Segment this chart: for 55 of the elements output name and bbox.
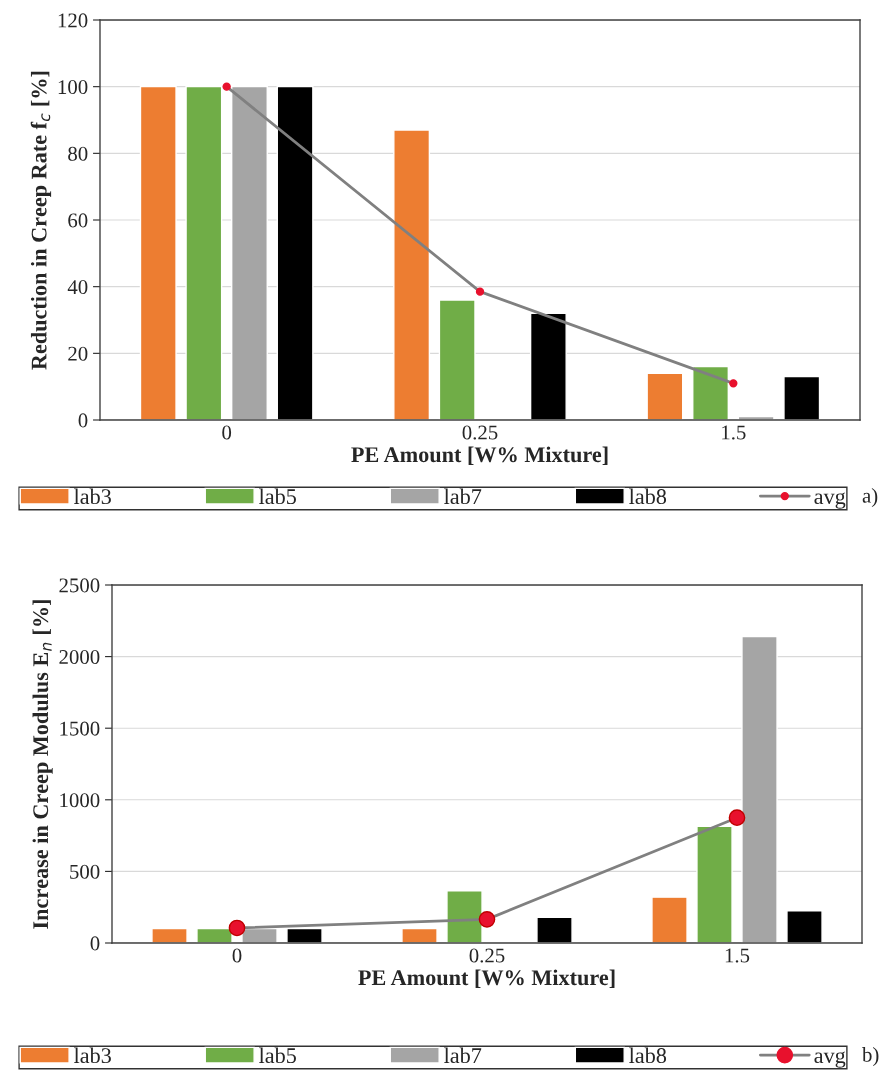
bar <box>696 825 733 943</box>
bar <box>651 896 688 943</box>
bar <box>401 927 438 943</box>
y-tick-label: 1000 <box>60 793 100 808</box>
legend-label: avg <box>814 1051 846 1068</box>
legend-label: lab3 <box>74 488 111 505</box>
legend-label: lab8 <box>629 1047 667 1064</box>
x-tick-label: 0 <box>232 948 242 963</box>
legend-label: lab7 <box>444 488 482 505</box>
y-tick-label: 1500 <box>60 721 100 736</box>
x-tick-label: 1.5 <box>722 425 746 440</box>
legend-label: avg <box>814 492 846 509</box>
y-tick-label: 100 <box>58 80 88 95</box>
legend-label: lab3 <box>74 1047 111 1064</box>
legend-label: lab8 <box>629 488 667 505</box>
y-tick-label: 20 <box>68 346 88 361</box>
bar <box>646 372 684 420</box>
legend-label: lab5 <box>259 488 296 505</box>
bar <box>230 85 268 420</box>
y-tick-label: 80 <box>68 146 88 161</box>
x-tick-label: 1.5 <box>725 948 750 963</box>
y-tick-label: 60 <box>68 213 88 228</box>
x-axis-title: PE Amount [W% Mixture] <box>351 446 608 465</box>
bar <box>741 635 778 943</box>
y-axis-title: Reduction in Creep Rate f$_{c}$ [%] <box>30 71 52 370</box>
bar <box>139 85 177 420</box>
y-tick-label: 0 <box>90 936 100 951</box>
bar <box>446 890 483 943</box>
y-tick-label: 500 <box>70 864 100 879</box>
bar <box>786 910 823 943</box>
y-tick-label: 120 <box>58 13 88 28</box>
bar <box>185 85 223 420</box>
bar <box>276 85 314 420</box>
y-tick-label: 0 <box>78 413 88 428</box>
bar <box>286 927 323 943</box>
x-tick-label: 0.25 <box>469 948 505 963</box>
bar <box>529 312 567 420</box>
y-tick-label: 2000 <box>59 649 100 665</box>
legend-label: lab5 <box>259 1047 296 1064</box>
y-tick-label: 40 <box>67 280 88 295</box>
y-axis-title: Increase in Creep Modulus E$_{n}$ [%] <box>32 600 53 929</box>
bar <box>151 927 188 943</box>
bar <box>393 129 431 420</box>
text: b) <box>862 1047 879 1066</box>
bar <box>783 375 821 420</box>
text: a) <box>862 488 878 507</box>
bar <box>438 299 476 420</box>
bar <box>196 927 233 943</box>
x-tick-label: 0.25 <box>462 425 498 440</box>
x-tick-label: 0 <box>222 425 232 440</box>
y-tick-label: 2500 <box>59 578 100 593</box>
x-axis-title: PE Amount [W% Mixture] <box>358 969 615 988</box>
bar <box>536 916 573 943</box>
bar <box>692 365 730 420</box>
legend-label: lab7 <box>444 1047 482 1064</box>
